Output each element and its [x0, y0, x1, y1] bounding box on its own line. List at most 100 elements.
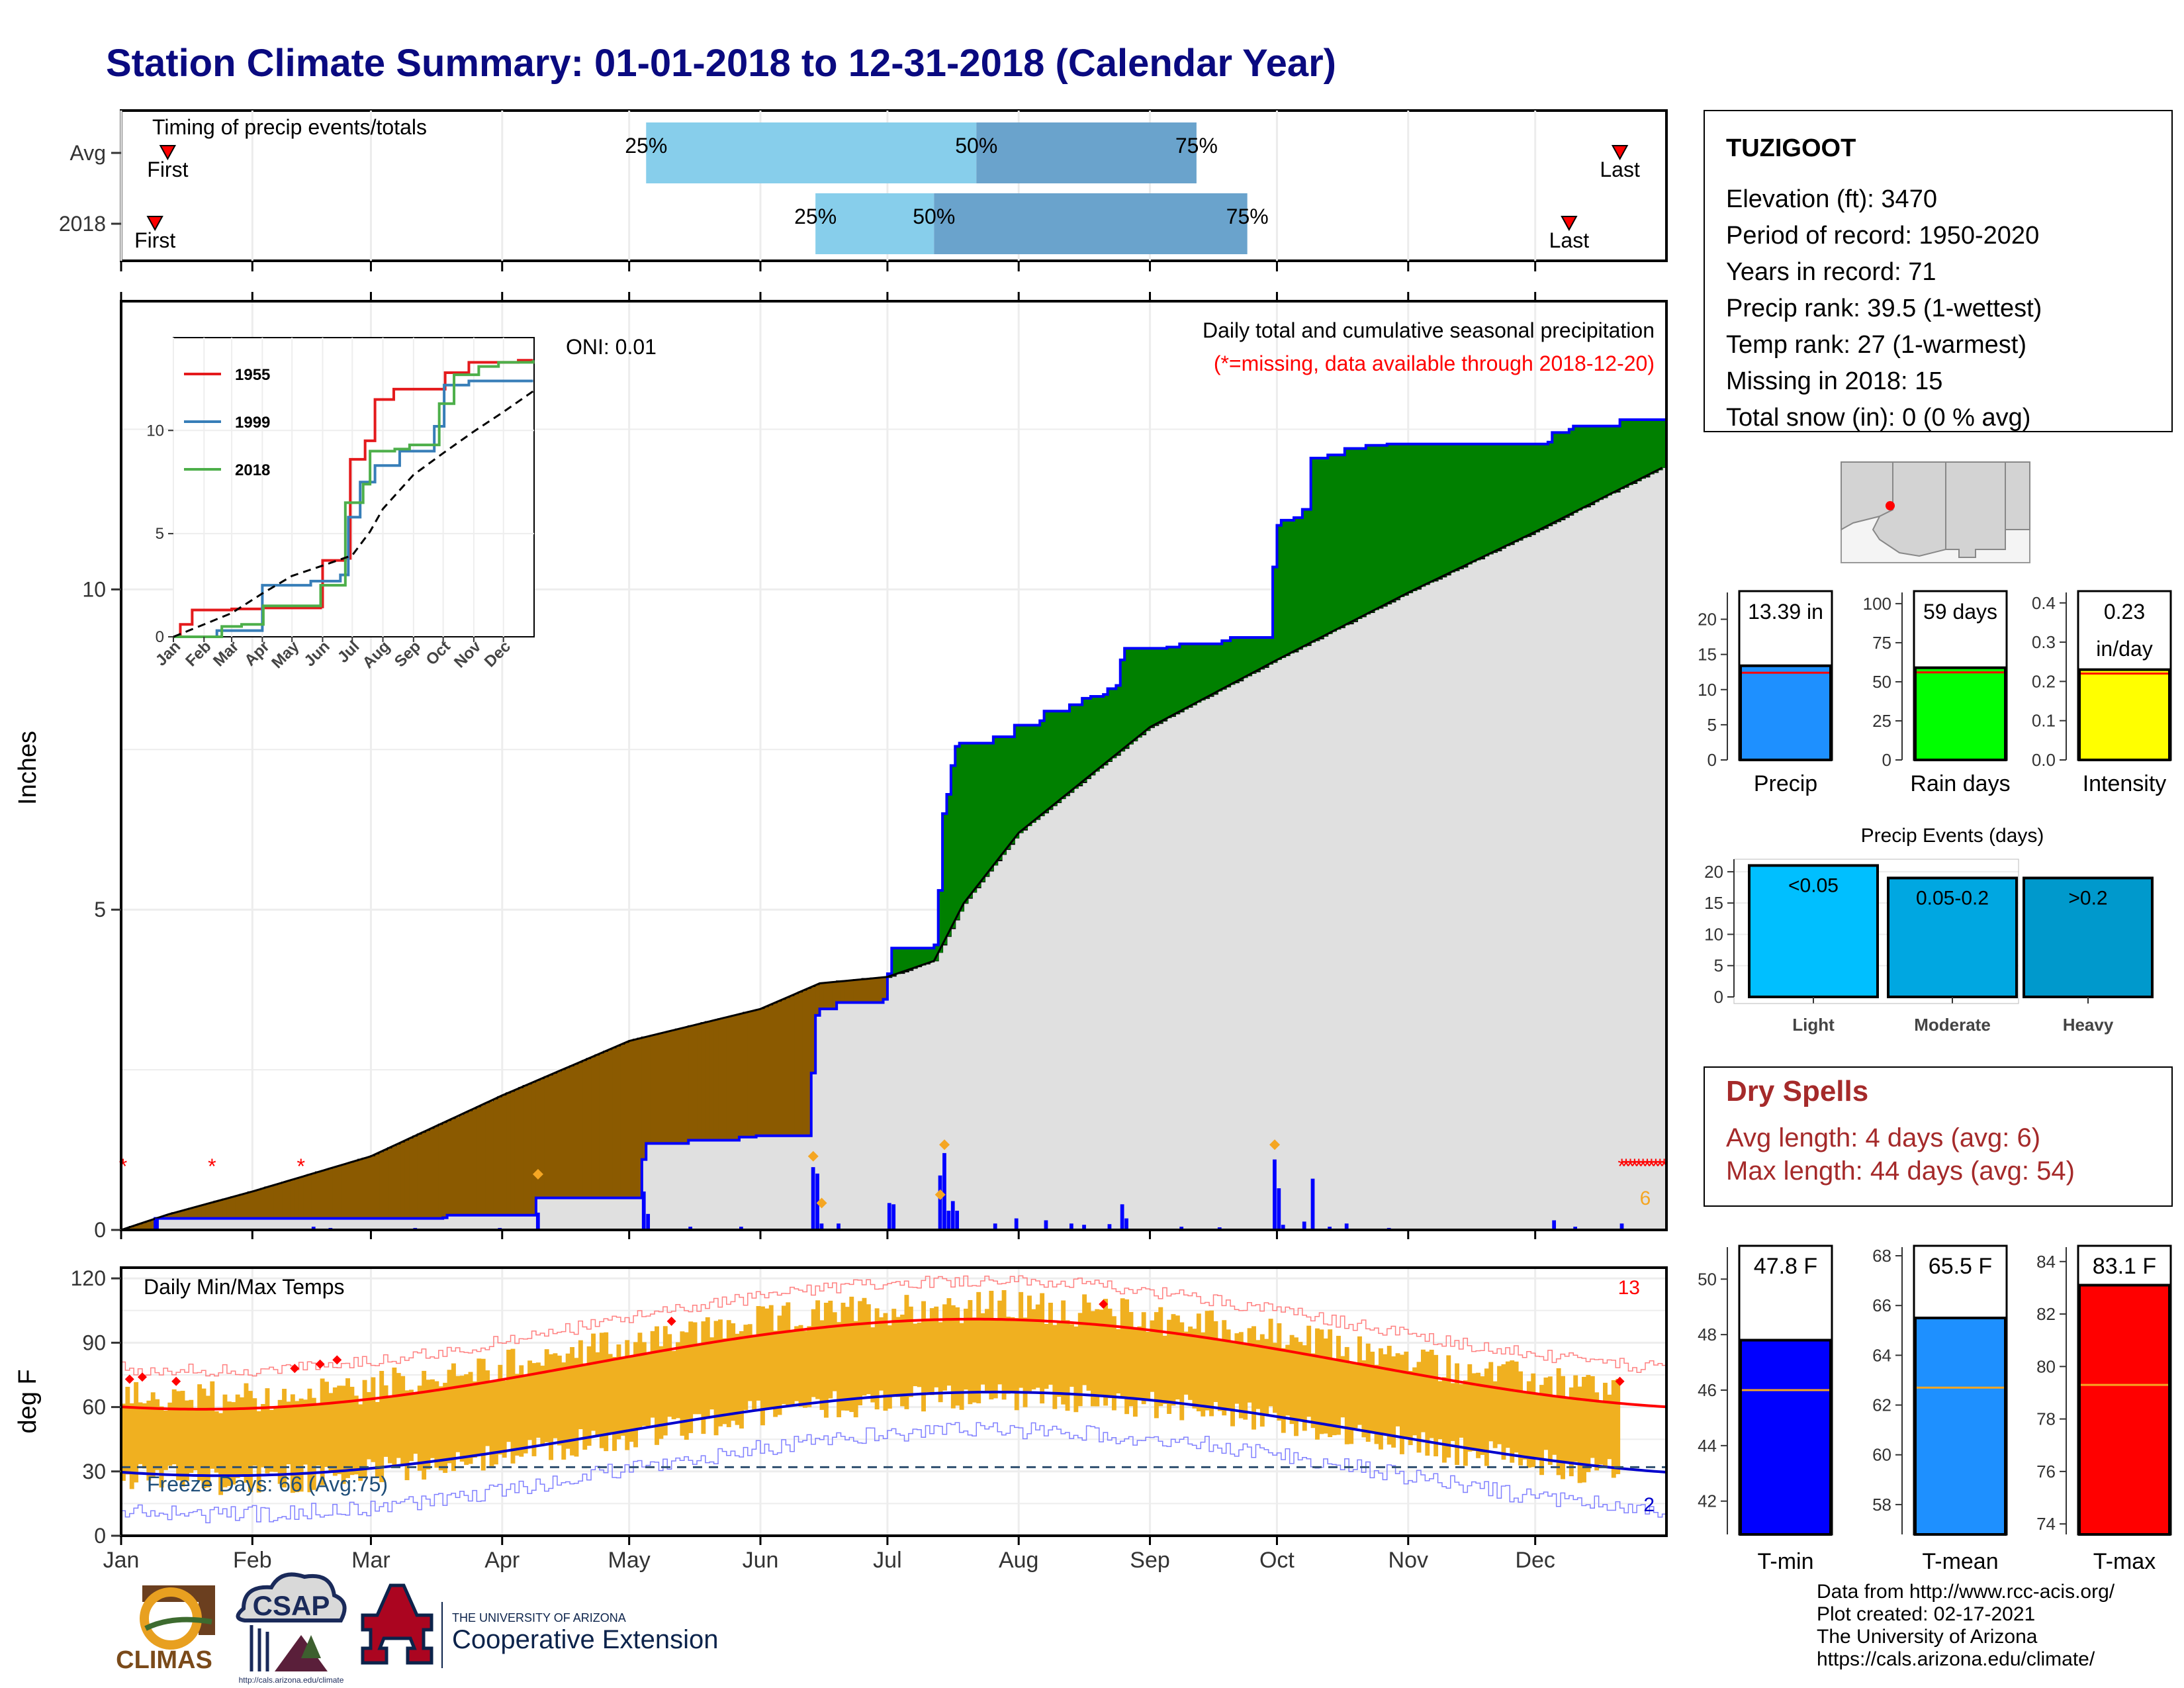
above-average-area — [1552, 432, 1557, 524]
daily-temp-range-bar — [392, 1367, 397, 1466]
daily-temp-range-bar — [1357, 1336, 1362, 1425]
below-average-area — [858, 980, 863, 1003]
above-average-area — [1628, 420, 1633, 485]
daily-temp-range-bar — [1281, 1348, 1286, 1433]
daily-temp-range-bar — [235, 1394, 240, 1478]
oni-label: ONI: 0.01 — [566, 335, 657, 359]
daily-precip-bar — [1573, 1227, 1578, 1230]
daily-temp-range-bar — [527, 1360, 533, 1440]
temp-bottom-count: 2 — [1643, 1494, 1655, 1516]
below-average-area — [819, 983, 825, 1009]
daily-temp-range-bar — [1561, 1376, 1565, 1479]
daily-precip-bar — [819, 1223, 824, 1230]
daily-temp-range-bar — [159, 1406, 164, 1488]
above-average-area — [921, 948, 927, 966]
daily-temp-range-bar — [252, 1398, 257, 1466]
below-average-area — [519, 1088, 524, 1215]
above-average-area — [1408, 444, 1413, 593]
daily-precip-bar — [1124, 1218, 1128, 1230]
daily-temp-range-bar — [1395, 1353, 1400, 1427]
above-average-area — [1492, 444, 1498, 552]
daily-temp-range-bar — [667, 1334, 672, 1417]
daily-temp-range-bar — [1455, 1363, 1460, 1466]
temp-y-axis-label: deg F — [14, 1369, 42, 1433]
daily-temp-range-bar — [844, 1307, 850, 1411]
daily-temp-range-bar — [443, 1382, 448, 1474]
daily-temp-range-bar — [1044, 1323, 1049, 1389]
above-average-area — [1052, 711, 1058, 806]
daily-temp-range-bar — [311, 1397, 316, 1490]
above-average-area — [980, 743, 985, 882]
below-average-area — [273, 1185, 279, 1219]
summary-bar-value: in/day — [2096, 637, 2152, 661]
above-average-area — [1158, 648, 1163, 723]
daily-temp-range-bar — [662, 1326, 668, 1436]
daily-temp-range-bar — [362, 1380, 367, 1479]
y-tick-label: 0.3 — [2032, 632, 2056, 652]
above-average-area — [1361, 448, 1367, 617]
below-average-area — [290, 1180, 295, 1219]
y-tick-label: 5 — [1707, 715, 1717, 735]
daily-temp-range-bar — [328, 1393, 334, 1473]
daily-temp-range-bar — [1577, 1386, 1582, 1483]
above-average-area — [1065, 711, 1070, 796]
daily-temp-range-bar — [459, 1376, 465, 1462]
daily-temp-range-bar — [1230, 1342, 1235, 1427]
below-average-area — [134, 1225, 139, 1230]
above-average-area — [993, 736, 998, 866]
daily-precip-bar — [950, 1201, 955, 1230]
below-average-area — [455, 1117, 461, 1215]
daily-temp-range-bar — [218, 1413, 224, 1495]
above-average-area — [1577, 426, 1582, 511]
summary-bar — [1914, 666, 2007, 762]
daily-precip-bar — [815, 1173, 819, 1230]
above-average-area — [972, 743, 977, 893]
below-average-area — [747, 1011, 752, 1137]
below-average-area — [485, 1103, 490, 1215]
summary-bar-label: T-mean — [1922, 1549, 1998, 1574]
daily-temp-range-bar — [180, 1391, 185, 1487]
summary-bar-label: Precip — [1754, 771, 1817, 796]
below-average-area — [676, 1029, 681, 1144]
dry-spells-title: Dry Spells — [1726, 1075, 1868, 1107]
daily-temp-range-bar — [718, 1319, 723, 1427]
daily-precip-bar — [1014, 1218, 1019, 1230]
above-average-area — [1040, 720, 1045, 816]
above-average-area — [1662, 420, 1667, 468]
below-average-area — [489, 1101, 494, 1215]
summary-bar-label: Intensity — [2083, 771, 2167, 796]
above-average-area — [955, 746, 960, 920]
daily-temp-range-bar — [519, 1365, 524, 1457]
above-average-area — [942, 814, 948, 945]
daily-temp-range-bar — [1615, 1379, 1621, 1474]
average-max-line — [120, 1317, 1667, 1411]
above-average-area — [1150, 648, 1155, 727]
above-average-area — [1201, 643, 1206, 700]
daily-temp-range-bar — [1387, 1346, 1392, 1445]
top-event-marker — [807, 1150, 819, 1162]
daily-temp-range-bar — [1052, 1325, 1058, 1409]
below-average-area — [565, 1068, 570, 1198]
record-high-marker — [315, 1359, 325, 1369]
daily-temp-range-bar — [1073, 1326, 1079, 1413]
daily-temp-range-bar — [565, 1353, 570, 1449]
event-bar-label: <0.05 — [1788, 874, 1839, 896]
above-average-area — [891, 948, 897, 976]
daily-temp-range-bar — [985, 1309, 989, 1393]
above-average-area — [1167, 647, 1172, 718]
below-average-area — [269, 1186, 274, 1219]
daily-temp-range-bar — [1353, 1362, 1358, 1429]
daily-temp-range-bar — [705, 1317, 710, 1419]
above-average-area — [1476, 444, 1481, 561]
above-average-area — [1154, 648, 1159, 726]
daily-temp-range-bar — [913, 1323, 918, 1387]
daily-temp-range-bar — [489, 1380, 494, 1466]
above-average-area — [1298, 518, 1303, 649]
above-average-area — [1505, 444, 1510, 546]
daily-temp-range-bar — [184, 1400, 189, 1481]
below-average-area — [786, 998, 791, 1136]
daily-temp-range-bar — [900, 1314, 905, 1407]
record-high-marker — [666, 1317, 676, 1326]
above-average-area — [1632, 420, 1637, 483]
daily-temp-range-bar — [1565, 1397, 1570, 1464]
